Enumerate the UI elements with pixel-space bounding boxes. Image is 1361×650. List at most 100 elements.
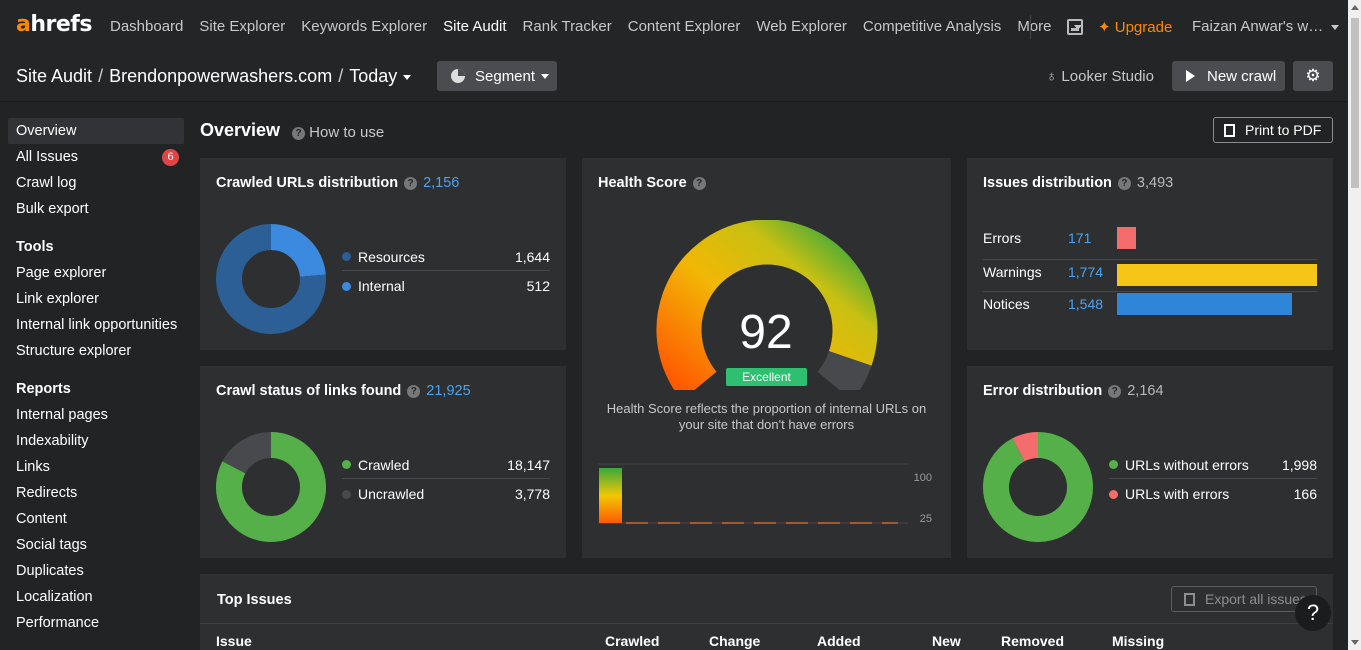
question-icon[interactable]: ? [407, 384, 421, 398]
segment-button[interactable]: Segment [437, 61, 557, 91]
question-icon[interactable]: ? [404, 176, 418, 190]
card-title: Issues distribution? 3,493 [983, 175, 1174, 191]
breadcrumb-project[interactable]: Brendonpowerwashers.com [109, 66, 333, 86]
sidebar: Overview All Issues 6 Crawl log Bulk expo… [0, 103, 192, 650]
sidebar-item-structure-explorer[interactable]: Structure explorer [16, 343, 132, 359]
breadcrumb-tool[interactable]: Site Audit [16, 66, 93, 86]
looker-studio-link[interactable]: ♁ Looker Studio [1046, 68, 1154, 85]
total-count[interactable]: 21,925 [426, 383, 471, 399]
settings-button[interactable]: ⚙ [1293, 61, 1333, 91]
donut-slice-urls-with-errors[interactable] [1012, 432, 1039, 462]
legend-item-urls-without-errors[interactable]: URLs without errors 1,998 [1109, 451, 1317, 479]
nav-links: Dashboard Site Explorer Keywords Explore… [110, 18, 1114, 35]
scroll-up-icon[interactable] [1351, 5, 1359, 10]
column-header-missing[interactable]: Missing [1112, 633, 1165, 649]
download-icon [1224, 123, 1235, 137]
nav-competitive-analysis[interactable]: Competitive Analysis [862, 18, 1002, 35]
user-menu[interactable]: Faizan Anwar's w… [1192, 18, 1324, 35]
inbox-icon[interactable] [1067, 19, 1083, 35]
column-header-added[interactable]: Added [817, 633, 861, 649]
gauge-remainder [816, 350, 872, 390]
column-header-crawled[interactable]: Crawled [605, 633, 660, 649]
chevron-down-icon [541, 73, 550, 79]
nav-dashboard[interactable]: Dashboard [110, 18, 184, 35]
legend-item-resources[interactable]: Resources 1,644 [342, 243, 550, 271]
nav-site-audit[interactable]: Site Audit [443, 18, 507, 35]
sidebar-item-internal-link-opportunities[interactable]: Internal link opportunities [16, 317, 178, 333]
sidebar-item-bulk-export[interactable]: Bulk export [16, 201, 89, 217]
print-pdf-button[interactable]: Print to PDF [1213, 117, 1333, 143]
sidebar-item-link-explorer[interactable]: Link explorer [16, 291, 100, 307]
axis-tick-label: 25 [920, 513, 932, 525]
issue-row-errors[interactable]: Errors 171 [983, 226, 1317, 250]
sidebar-item-overview[interactable]: Overview [8, 118, 184, 144]
sidebar-item-internal-pages[interactable]: Internal pages [16, 407, 108, 423]
download-icon [1184, 592, 1195, 606]
column-header-change[interactable]: Change [709, 633, 761, 649]
issue-row-notices[interactable]: Notices 1,548 [983, 292, 1317, 316]
new-crawl-button[interactable]: New crawl [1172, 61, 1285, 91]
sidebar-item-duplicates[interactable]: Duplicates [16, 563, 84, 579]
errors-bar[interactable] [1117, 227, 1137, 249]
nav-web-explorer[interactable]: Web Explorer [756, 18, 847, 35]
nav-rank-tracker[interactable]: Rank Tracker [522, 18, 612, 35]
sidebar-item-links[interactable]: Links [16, 459, 50, 475]
donut-slice-uncrawled[interactable] [222, 432, 272, 475]
donut-slice-internal[interactable] [270, 224, 326, 278]
legend-item-urls-with-errors[interactable]: URLs with errors 166 [1109, 480, 1317, 508]
breadcrumb-date[interactable]: Today [349, 66, 412, 86]
sidebar-item-all-issues[interactable]: All Issues 6 [8, 144, 184, 170]
help-button[interactable]: ? [1295, 595, 1331, 631]
sidebar-item-performance[interactable]: Performance [16, 615, 100, 631]
scroll-thumb[interactable] [1351, 18, 1359, 188]
play-icon [1186, 70, 1195, 82]
history-bar[interactable] [599, 468, 622, 523]
chevron-down-icon [403, 74, 412, 80]
total-count[interactable]: 2,156 [423, 175, 460, 191]
sidebar-item-localization[interactable]: Localization [16, 589, 93, 605]
legend-item-uncrawled[interactable]: Uncrawled 3,778 [342, 480, 550, 508]
nav-site-explorer[interactable]: Site Explorer [199, 18, 286, 35]
donut-slice-resources[interactable] [216, 224, 326, 334]
legend-dot [342, 281, 351, 291]
crawled-urls-card: Crawled URLs distribution? 2,156 Resource… [200, 158, 566, 350]
sidebar-item-redirects[interactable]: Redirects [16, 485, 78, 501]
card-title: Crawled URLs distribution? 2,156 [216, 175, 460, 191]
crawl-status-card: Crawl status of links found? 21,925 Crawl… [200, 366, 566, 558]
divider [200, 623, 1333, 624]
column-header-removed[interactable]: Removed [1001, 633, 1065, 649]
question-icon[interactable]: ? [1117, 176, 1131, 190]
donut-slice-crawled[interactable] [216, 432, 326, 542]
sidebar-item-crawl-log[interactable]: Crawl log [16, 175, 77, 191]
issue-row-warnings[interactable]: Warnings 1,774 [983, 259, 1317, 292]
gear-icon: ⚙ [1305, 66, 1321, 85]
nav-keywords-explorer[interactable]: Keywords Explorer [301, 18, 428, 35]
how-to-use-link[interactable]: ? How to use [292, 124, 384, 141]
sidebar-heading-tools: Tools [16, 239, 54, 255]
question-icon[interactable]: ? [692, 176, 706, 190]
chevron-down-icon[interactable] [1331, 25, 1339, 30]
upgrade-link[interactable]: ✦ Upgrade [1098, 19, 1173, 36]
sidebar-item-content[interactable]: Content [16, 511, 67, 527]
issues-distribution-card: Issues distribution? 3,493 Errors 171 Warn… [967, 158, 1333, 350]
error-distribution-donut [983, 432, 1093, 542]
legend-item-internal[interactable]: Internal 512 [342, 272, 550, 300]
donut-slice-urls-without-errors[interactable] [983, 432, 1093, 542]
page-scrollbar[interactable] [1348, 0, 1361, 650]
legend-dot [342, 489, 351, 499]
sidebar-item-indexability[interactable]: Indexability [16, 433, 89, 449]
legend-item-crawled[interactable]: Crawled 18,147 [342, 451, 550, 479]
nav-content-explorer[interactable]: Content Explorer [627, 18, 741, 35]
nav-more[interactable]: More [1017, 18, 1097, 35]
notices-bar[interactable] [1117, 293, 1292, 315]
sidebar-item-social-tags[interactable]: Social tags [16, 537, 87, 553]
column-header-issue[interactable]: Issue [216, 633, 252, 649]
legend-dot [1109, 489, 1118, 499]
column-header-new[interactable]: New [932, 633, 961, 649]
ahrefs-logo[interactable]: ahrefs [16, 12, 92, 37]
error-distribution-card: Error distribution? 2,164 URLs without er… [967, 366, 1333, 558]
warnings-bar[interactable] [1117, 264, 1317, 286]
sidebar-item-page-explorer[interactable]: Page explorer [16, 265, 107, 281]
scroll-down-icon[interactable] [1351, 640, 1359, 645]
question-icon[interactable]: ? [1108, 384, 1122, 398]
